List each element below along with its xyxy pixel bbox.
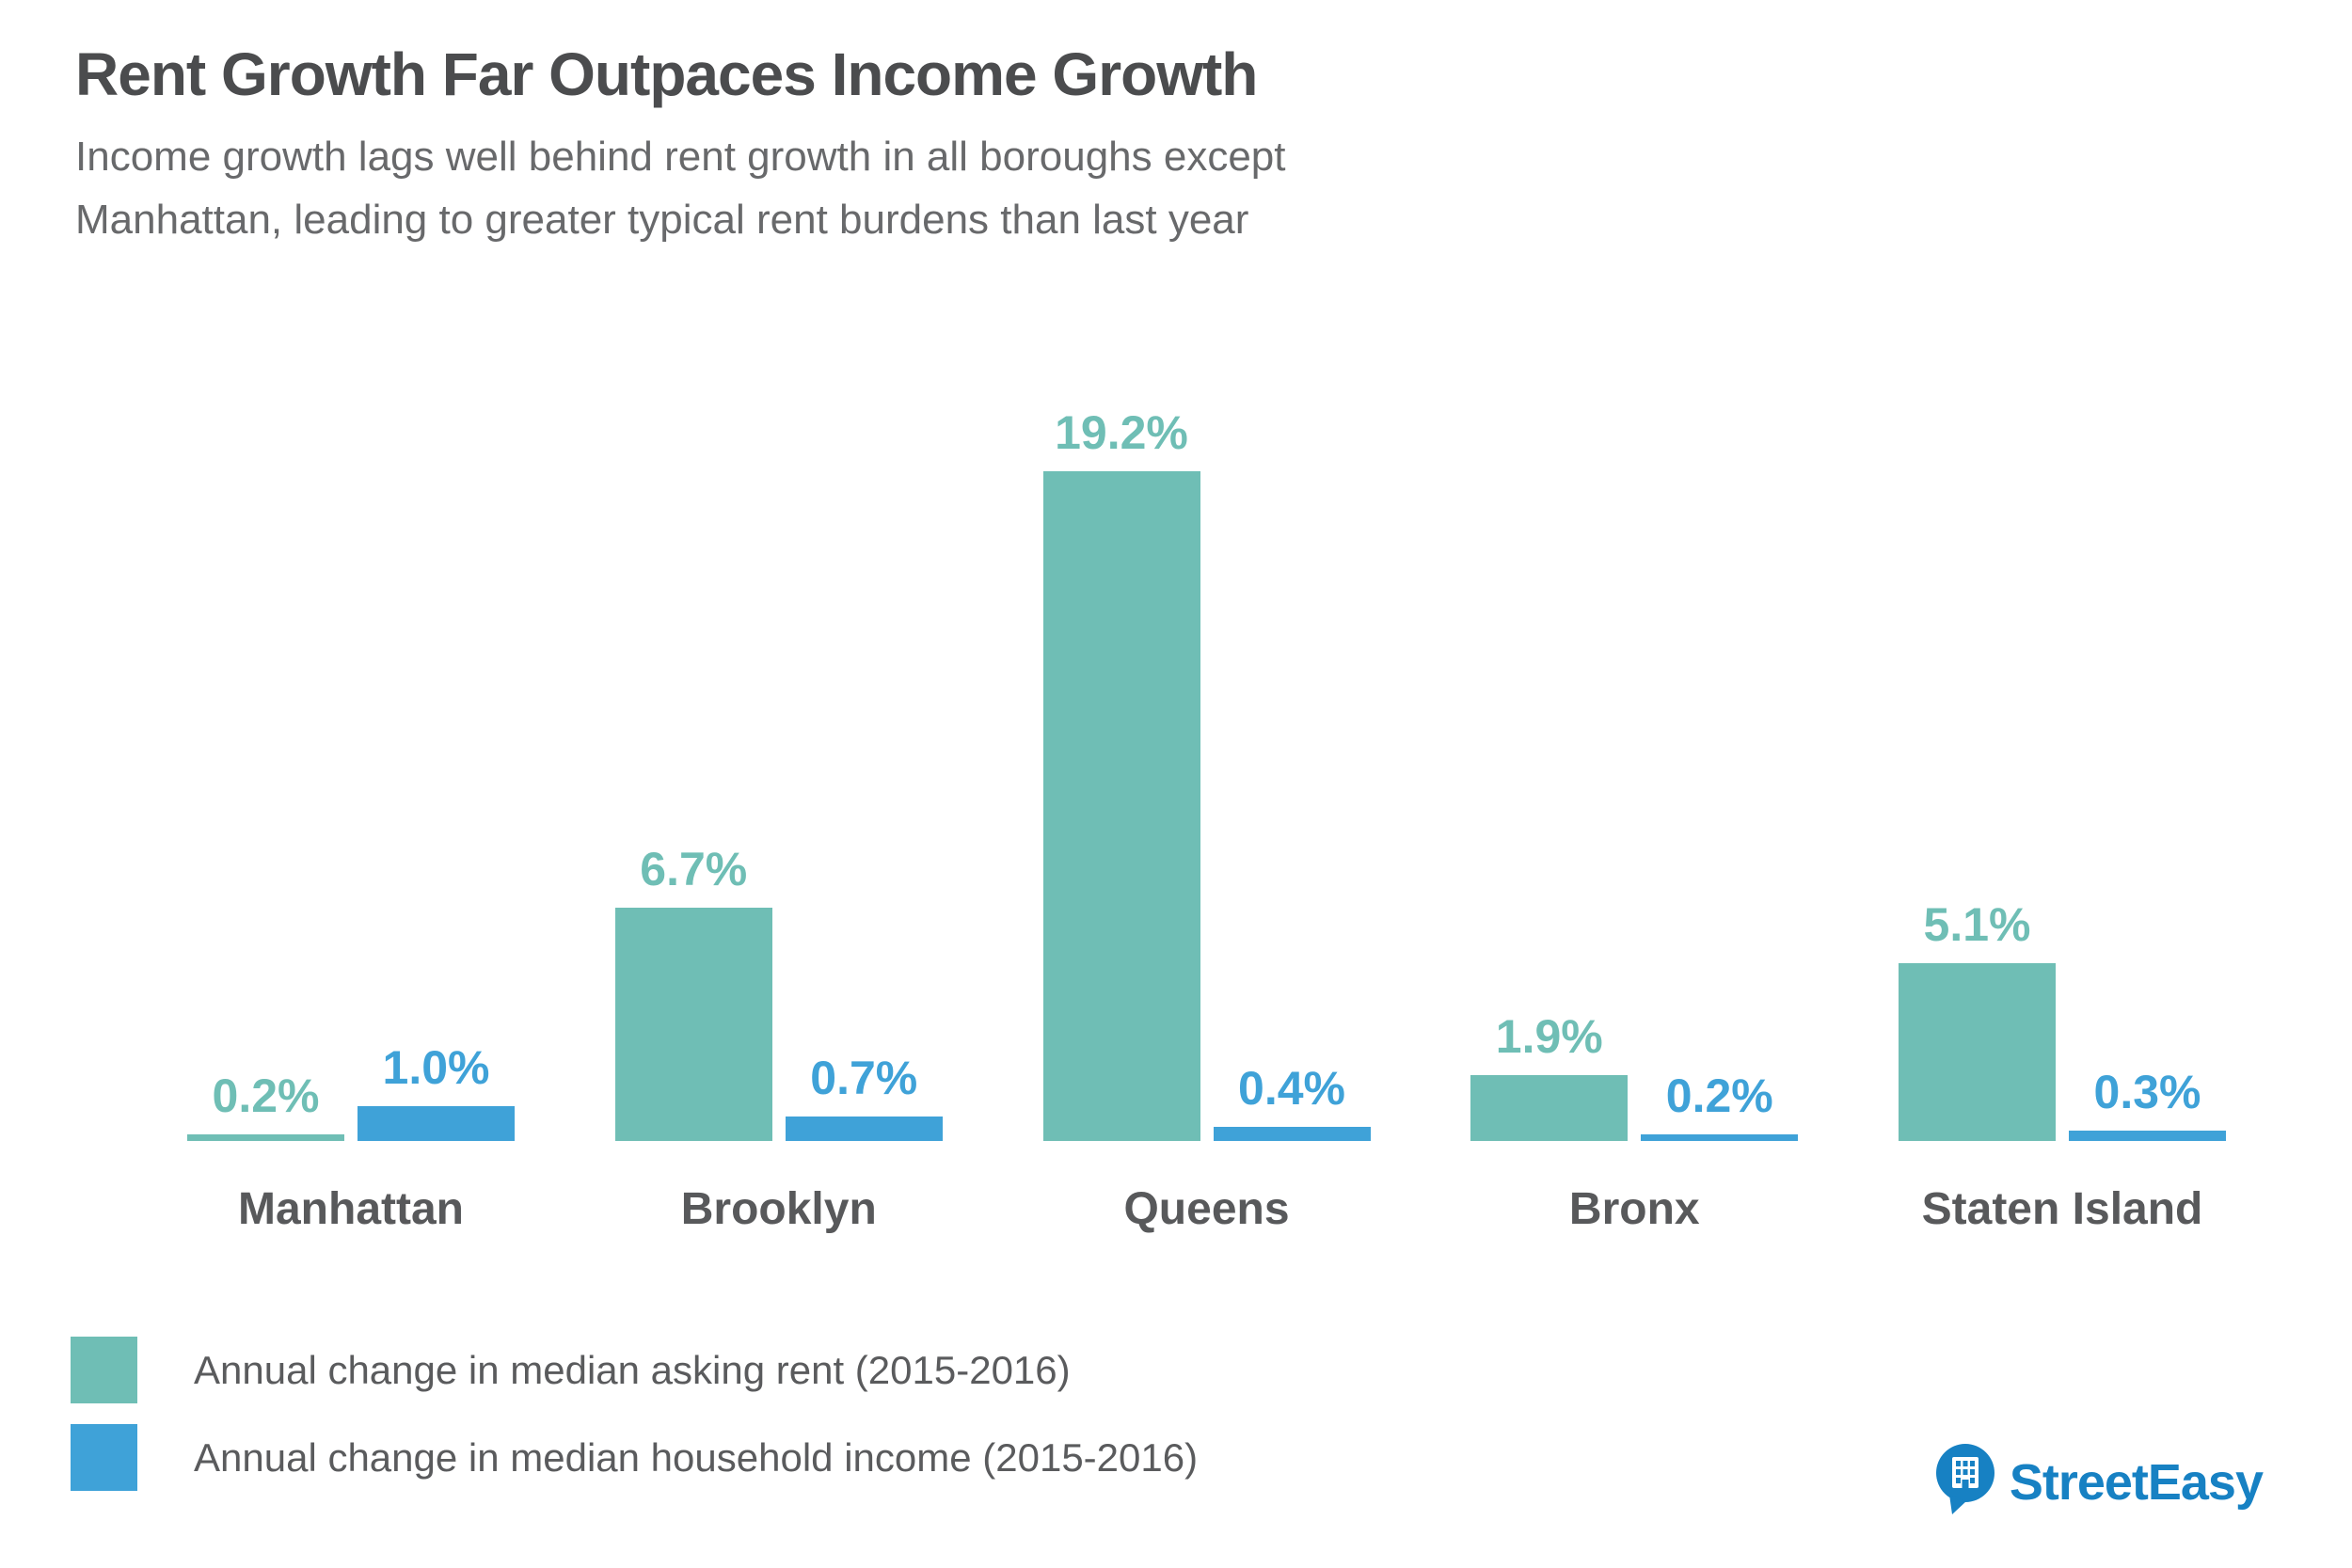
value-label: 19.2%: [1055, 406, 1188, 459]
category-label: Manhattan: [238, 1184, 464, 1234]
chart-legend: Annual change in median asking rent (201…: [71, 1337, 1198, 1512]
bar-column: 6.7%: [614, 842, 772, 1141]
value-label: 0.2%: [1665, 1069, 1773, 1122]
legend-item-income: Annual change in median household income…: [71, 1424, 1198, 1491]
chart-group-queens: 19.2% 0.4% Queens: [1042, 405, 1371, 1235]
income-bar: [358, 1106, 515, 1141]
rent-bar: [187, 1134, 344, 1141]
bar-column: 5.1%: [1899, 897, 2056, 1141]
rent-bar: [1470, 1075, 1629, 1141]
income-bar: [785, 1117, 943, 1141]
chart-subtitle: Income growth lags well behind rent grow…: [75, 126, 1286, 252]
value-label: 5.1%: [1923, 898, 2031, 951]
value-label: 0.3%: [2093, 1066, 2201, 1118]
chart-group-bronx: 1.9% 0.2% Bronx: [1470, 407, 1799, 1235]
value-label: 0.2%: [212, 1069, 320, 1122]
value-label: 6.7%: [640, 843, 748, 895]
bar-column: 0.3%: [2069, 1065, 2226, 1141]
streeteasy-bubble-building-icon: [1935, 1444, 1996, 1520]
rent-series-swatch: [71, 1337, 137, 1403]
category-label: Brooklyn: [680, 1184, 877, 1234]
chart-group-brooklyn: 6.7% 0.7% Brooklyn: [614, 407, 943, 1235]
rent-series-label: Annual change in median asking rent (201…: [194, 1347, 1071, 1392]
category-label: Bronx: [1568, 1184, 1700, 1234]
income-bar: [2069, 1131, 2226, 1141]
chart-group-staten-island: 5.1% 0.3% Staten Island: [1899, 407, 2226, 1235]
bar-column: 0.2%: [1641, 1069, 1799, 1141]
bar-pair: 6.7% 0.7%: [614, 407, 943, 1141]
value-label: 1.9%: [1495, 1010, 1603, 1063]
income-series-swatch: [71, 1424, 137, 1491]
page-title: Rent Growth Far Outpaces Income Growth: [75, 40, 1258, 108]
bar-chart: 0.2% 1.0% Manhattan 6.7% 0.7% Brooklyn 19.2% 0.…: [187, 406, 2226, 1234]
bar-pair: 0.2% 1.0%: [187, 407, 515, 1141]
category-label: Staten Island: [1921, 1184, 2203, 1234]
bar-pair: 19.2% 0.4%: [1042, 405, 1371, 1141]
chart-header: Rent Growth Far Outpaces Income Growth I…: [75, 40, 1286, 252]
bar-column: 19.2%: [1042, 405, 1200, 1141]
streeteasy-logo: StreetEasy: [1935, 1444, 2264, 1520]
value-label: 0.4%: [1238, 1062, 1345, 1115]
bar-pair: 1.9% 0.2%: [1470, 407, 1799, 1141]
category-label: Queens: [1123, 1184, 1290, 1234]
bar-column: 0.7%: [785, 1051, 943, 1141]
bar-column: 0.2%: [187, 1069, 344, 1141]
rent-bar: [1899, 963, 2056, 1141]
income-bar: [1641, 1134, 1799, 1141]
bar-column: 1.9%: [1470, 1009, 1629, 1141]
streeteasy-wordmark: StreetEasy: [2009, 1453, 2264, 1511]
bar-pair: 5.1% 0.3%: [1899, 407, 2226, 1141]
legend-item-rent: Annual change in median asking rent (201…: [71, 1337, 1198, 1403]
chart-group-manhattan: 0.2% 1.0% Manhattan: [187, 407, 515, 1235]
income-bar: [1213, 1127, 1371, 1141]
value-label: 1.0%: [382, 1041, 490, 1094]
rent-bar: [614, 908, 772, 1141]
value-label: 0.7%: [810, 1052, 918, 1104]
income-series-label: Annual change in median household income…: [194, 1434, 1199, 1480]
subtitle-line-1: Income growth lags well behind rent grow…: [75, 134, 1286, 180]
bar-column: 0.4%: [1213, 1061, 1371, 1141]
rent-bar: [1042, 471, 1200, 1141]
subtitle-line-2: Manhattan, leading to greater typical re…: [75, 196, 1249, 243]
bar-column: 1.0%: [358, 1040, 515, 1141]
